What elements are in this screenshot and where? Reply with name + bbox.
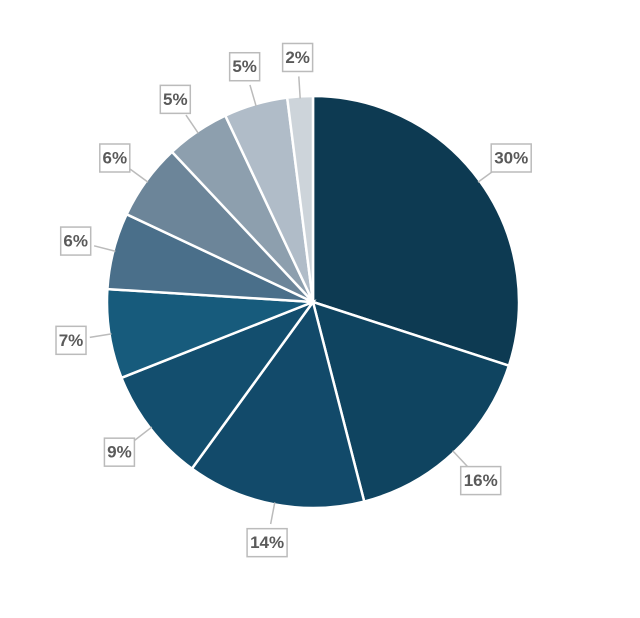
data-label: 5% <box>232 57 257 76</box>
data-label: 16% <box>464 471 498 490</box>
label-connector <box>93 245 116 252</box>
label-connector <box>269 502 276 525</box>
label-box <box>246 527 288 558</box>
label-box <box>55 325 87 356</box>
data-label: 6% <box>103 148 128 167</box>
label-connector <box>89 333 112 339</box>
label-connector <box>298 76 301 99</box>
label-box <box>59 226 92 256</box>
label-box <box>228 51 261 82</box>
label-box <box>490 143 532 173</box>
data-label: 9% <box>107 443 132 462</box>
label-connector <box>249 84 257 107</box>
data-label: 7% <box>59 331 84 350</box>
label-box <box>103 437 136 467</box>
data-label: 14% <box>250 533 284 552</box>
label-box <box>159 84 192 115</box>
label-box <box>459 465 502 496</box>
label-connector <box>185 114 199 134</box>
data-label: 30% <box>494 148 528 167</box>
data-label: 6% <box>63 232 88 251</box>
label-connector <box>452 450 469 468</box>
label-connector <box>129 168 149 183</box>
label-connector <box>133 426 153 442</box>
data-label: 5% <box>163 90 188 109</box>
data-label: 2% <box>285 48 310 67</box>
label-box <box>281 42 314 73</box>
label-box <box>99 143 131 173</box>
